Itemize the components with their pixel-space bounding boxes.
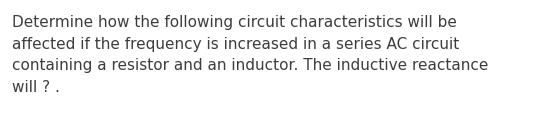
- Text: Determine how the following circuit characteristics will be
affected if the freq: Determine how the following circuit char…: [12, 15, 489, 95]
